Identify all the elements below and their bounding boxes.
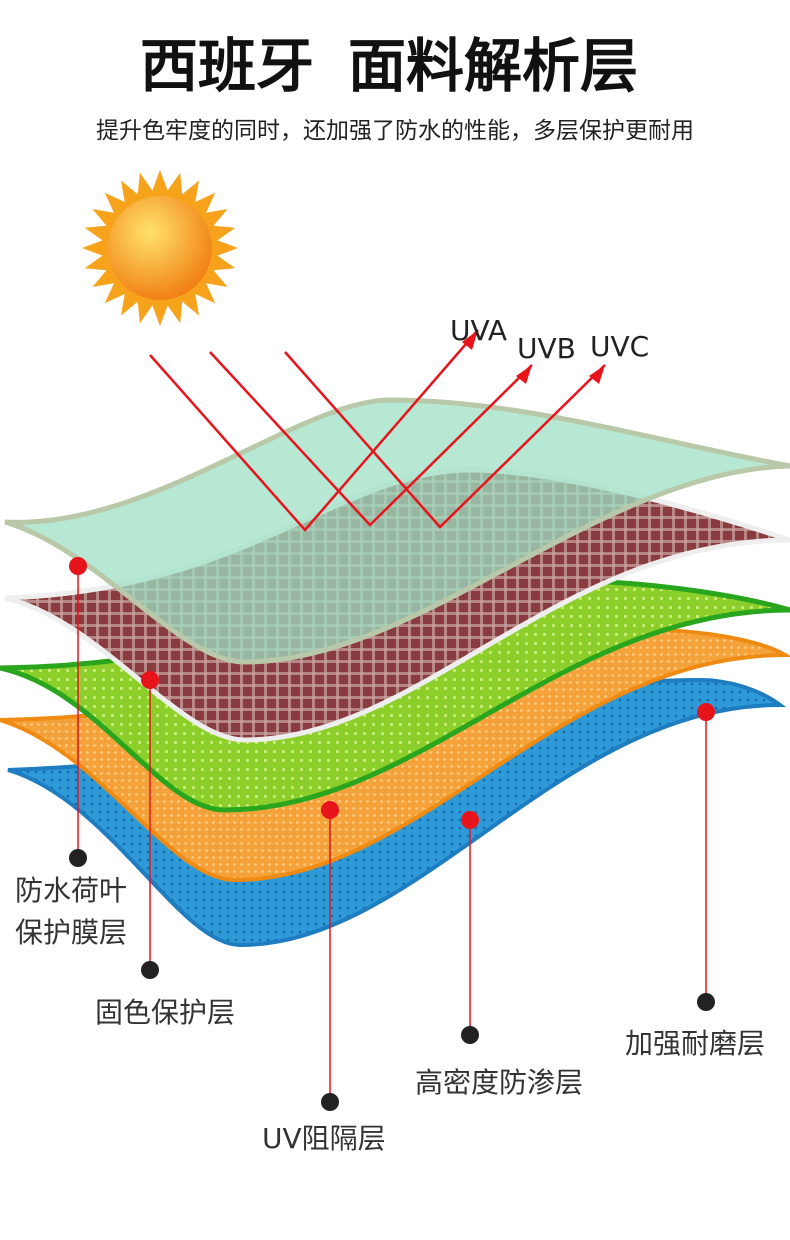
title-part: 西班牙 <box>140 32 314 100</box>
layer-label: 固色保护层 <box>95 996 235 1029</box>
subtitle: 提升色牢度的同时，还加强了防水的性能，多层保护更耐用 <box>96 118 694 144</box>
layer-label: 加强耐磨层 <box>625 1027 765 1060</box>
title-part: 面料解析层 <box>348 32 638 100</box>
layer-label: UV阻隔层 <box>262 1122 386 1155</box>
layer-label: 高密度防渗层 <box>415 1066 583 1099</box>
arrow-heads <box>462 330 605 384</box>
ray-label: UVA <box>450 314 507 347</box>
ray-label: UVB <box>517 332 576 365</box>
sun <box>82 170 238 326</box>
fabric-layers <box>0 397 790 948</box>
layer-label: 防水荷叶 <box>15 874 127 907</box>
layer-label: 保护膜层 <box>15 916 127 949</box>
uv-rays <box>149 329 606 532</box>
film-layer <box>4 397 790 665</box>
ray-label: UVC <box>590 330 649 363</box>
callouts <box>77 566 707 1102</box>
callout-dots <box>69 557 715 1111</box>
